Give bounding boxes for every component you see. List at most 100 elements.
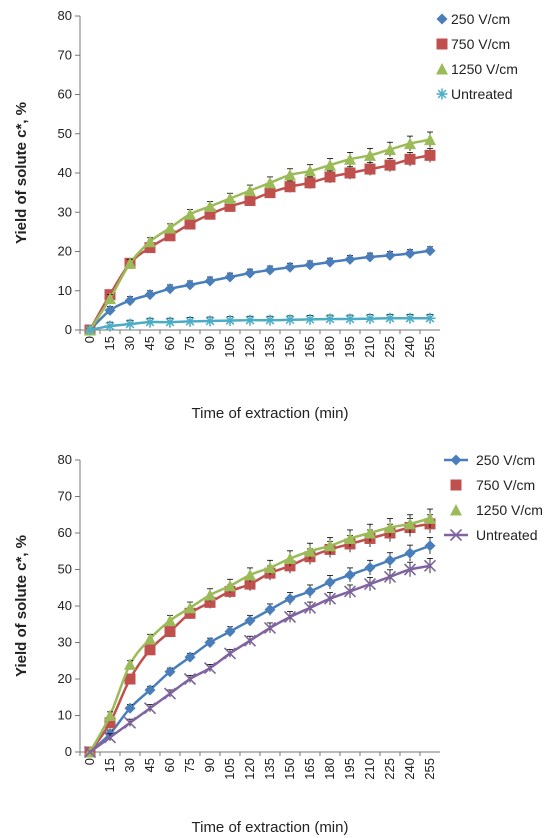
data-point <box>244 568 256 581</box>
legend-entry-750-v-cm: 750 V/cm <box>436 36 510 52</box>
y-tick-label: 30 <box>58 204 72 219</box>
data-point <box>404 137 416 150</box>
data-point <box>104 292 116 305</box>
data-point <box>403 563 417 576</box>
x-tick-label: 210 <box>362 336 377 358</box>
data-point <box>284 593 296 605</box>
data-point <box>424 149 436 161</box>
x-tick-label: 0 <box>82 336 97 343</box>
x-tick-label: 45 <box>142 336 157 350</box>
data-point <box>184 208 196 220</box>
data-point <box>304 585 316 597</box>
data-point <box>144 289 156 301</box>
data-point <box>304 545 316 557</box>
data-point <box>344 532 356 544</box>
data-point <box>384 249 396 261</box>
data-point <box>144 235 156 248</box>
data-point <box>324 171 336 183</box>
legend-entry-untreated: Untreated <box>444 527 537 543</box>
data-point <box>164 221 176 234</box>
y-tick-label: 10 <box>58 283 72 298</box>
y-tick-label: 50 <box>58 562 72 577</box>
data-point <box>143 702 157 715</box>
data-point <box>223 647 237 660</box>
data-point <box>104 717 116 729</box>
data-point <box>264 264 276 276</box>
x-tick-label: 165 <box>302 758 317 780</box>
x-tick-label: 210 <box>362 758 377 780</box>
data-point <box>104 320 116 332</box>
legend-marker <box>436 38 448 50</box>
series-750-v-cm <box>84 514 436 758</box>
data-point <box>204 315 216 327</box>
data-point <box>204 596 216 608</box>
data-point <box>344 253 356 265</box>
series-250-v-cm <box>84 245 436 336</box>
data-point <box>344 569 356 581</box>
data-point <box>424 245 436 257</box>
legend-marker <box>450 479 462 491</box>
data-point <box>204 275 216 287</box>
legend-marker <box>449 528 463 542</box>
data-point <box>224 579 236 592</box>
data-point <box>244 194 256 206</box>
y-tick-label: 30 <box>58 635 72 650</box>
data-point <box>343 585 357 598</box>
data-point <box>424 512 436 524</box>
data-point <box>304 165 316 177</box>
data-point <box>144 242 156 254</box>
x-tick-label: 255 <box>422 758 437 780</box>
data-point <box>324 159 336 171</box>
data-point <box>384 554 396 566</box>
data-point <box>124 673 136 685</box>
data-point <box>244 184 256 197</box>
data-point <box>104 709 116 721</box>
data-point <box>344 167 356 179</box>
data-point <box>264 187 276 199</box>
x-tick-label: 240 <box>402 758 417 780</box>
data-point <box>244 267 256 279</box>
x-tick-label: 240 <box>402 336 417 358</box>
data-point <box>104 304 116 316</box>
data-point <box>424 540 436 552</box>
series-line-untreated <box>89 564 431 754</box>
data-point <box>324 256 336 268</box>
data-point <box>83 745 97 759</box>
x-axis-label: Time of extraction (min) <box>192 819 349 836</box>
data-point <box>364 562 376 574</box>
data-point <box>363 578 377 591</box>
data-point <box>304 259 316 271</box>
data-point <box>184 279 196 291</box>
data-point <box>124 702 136 714</box>
chart-top: 0 10 20 30 40 50 60 70 80 0 15 30 45 60 75 90 105 120 135 1… <box>13 8 518 422</box>
x-tick-label: 60 <box>162 758 177 772</box>
x-tick-label: 180 <box>322 336 337 358</box>
data-point <box>384 159 396 171</box>
data-point <box>184 218 196 230</box>
data-point <box>204 208 216 220</box>
series-line-750-v-cm <box>88 522 431 753</box>
data-point <box>164 666 176 678</box>
data-point <box>103 731 117 744</box>
data-point <box>364 163 376 175</box>
data-point <box>323 592 337 605</box>
data-point <box>264 561 276 574</box>
data-point <box>404 247 416 259</box>
legend-label: 250 V/cm <box>476 452 535 468</box>
series-untreated <box>84 312 436 336</box>
legend-label: 250 V/cm <box>451 11 510 27</box>
data-point <box>384 143 396 155</box>
data-point <box>144 632 156 645</box>
x-tick-label: 75 <box>182 758 197 772</box>
y-tick-label: 80 <box>58 8 72 23</box>
legend-entry-1250-v-cm: 1250 V/cm <box>436 61 518 77</box>
data-point <box>144 684 156 696</box>
data-point <box>404 517 416 530</box>
data-point <box>163 687 177 700</box>
y-tick-label: 50 <box>58 126 72 141</box>
x-tick-label: 30 <box>122 336 137 350</box>
data-point <box>124 257 136 269</box>
x-tick-label: 15 <box>102 336 117 350</box>
x-tick-label: 90 <box>202 758 217 772</box>
x-tick-label: 225 <box>382 336 397 358</box>
